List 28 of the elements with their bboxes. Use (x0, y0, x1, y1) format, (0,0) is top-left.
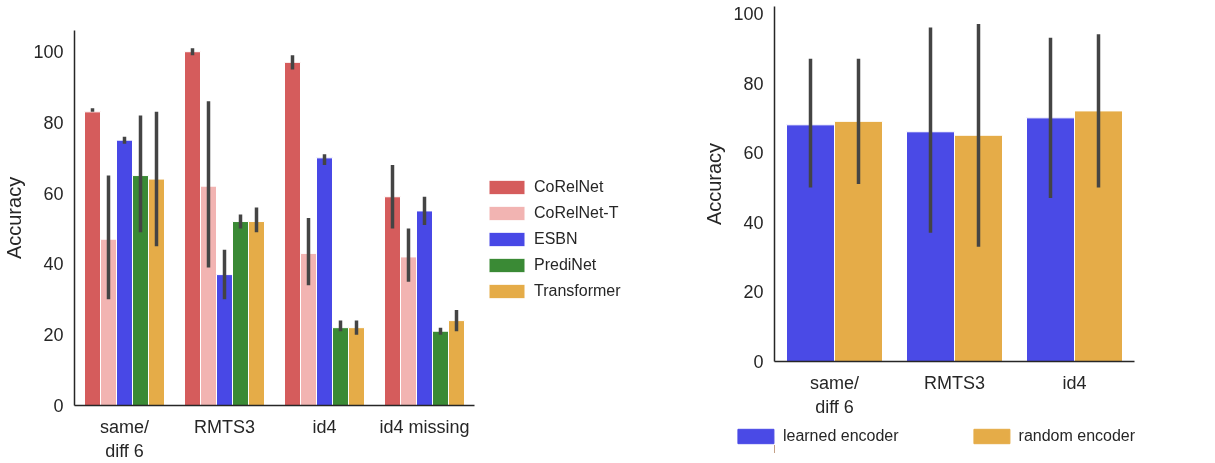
x-tick-label: RMTS3 (194, 416, 256, 437)
y-tick-label: 20 (743, 282, 764, 303)
y-axis-title: Accuracy (703, 142, 726, 226)
x-tick-label: RMTS3 (924, 372, 986, 393)
legend-label: CoRelNet-T (534, 204, 619, 222)
y-tick-label: 0 (753, 352, 764, 372)
y-axis-title: Accuracy (3, 176, 26, 260)
y-tick-label: 80 (743, 73, 764, 94)
legend-label: ESBN (534, 230, 578, 248)
y-tick-label: 80 (43, 112, 64, 133)
legend-label: random encoder (1018, 427, 1136, 445)
y-tick-label: 60 (43, 183, 64, 204)
x-tick-label: same/ diff 6 (809, 372, 860, 417)
x-tick-label: id4 missing (379, 416, 470, 437)
y-tick-label: 40 (743, 212, 764, 233)
y-tick-label: 20 (43, 325, 64, 346)
y-tick-label: 100 (33, 42, 64, 63)
x-tick-label: id4 (1062, 372, 1087, 393)
y-tick-label: 60 (743, 143, 764, 164)
legend-label: Transformer (534, 282, 621, 300)
x-tick-label: id4 (312, 416, 337, 437)
legend-label: CoRelNet (534, 178, 604, 196)
legend-label: learned encoder (782, 427, 899, 445)
y-tick-label: 0 (53, 396, 64, 416)
y-tick-label: 40 (43, 254, 64, 275)
x-tick-label: same/ diff 6 (99, 416, 150, 461)
legend-label: PrediNet (534, 256, 597, 274)
y-tick-label: 100 (733, 3, 764, 24)
